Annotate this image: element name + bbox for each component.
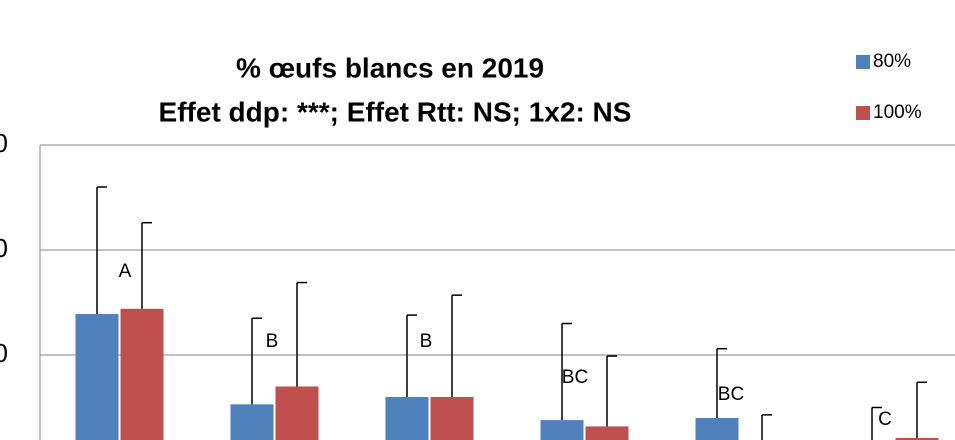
legend-swatch: [856, 55, 870, 69]
bar: [895, 437, 939, 440]
bar: [540, 420, 584, 440]
legend-label: 100%: [873, 102, 922, 123]
bar: [430, 397, 474, 440]
legend-swatch: [856, 106, 870, 120]
y-tick-label: 30: [0, 128, 8, 158]
significance-letter: B: [420, 331, 433, 352]
significance-letter: BC: [562, 367, 588, 388]
bar: [75, 314, 119, 440]
bar: [695, 418, 739, 440]
bar: [585, 426, 629, 440]
y-tick-label: 20: [0, 233, 8, 263]
bar: [275, 386, 319, 440]
chart-subtitle: Effet ddp: ***; Effet Rtt: NS; 1x2: NS: [159, 96, 632, 127]
significance-letter: B: [266, 331, 279, 352]
legend-label: 80%: [873, 51, 911, 72]
significance-letter: BC: [718, 384, 744, 405]
chart-title: % œufs blancs en 2019: [236, 52, 544, 83]
significance-letter: A: [119, 261, 132, 282]
y-tick-label: 10: [0, 338, 8, 368]
bar: [385, 397, 429, 440]
significance-letter: C: [878, 409, 892, 430]
bar: [120, 308, 164, 440]
bar: [230, 404, 274, 440]
